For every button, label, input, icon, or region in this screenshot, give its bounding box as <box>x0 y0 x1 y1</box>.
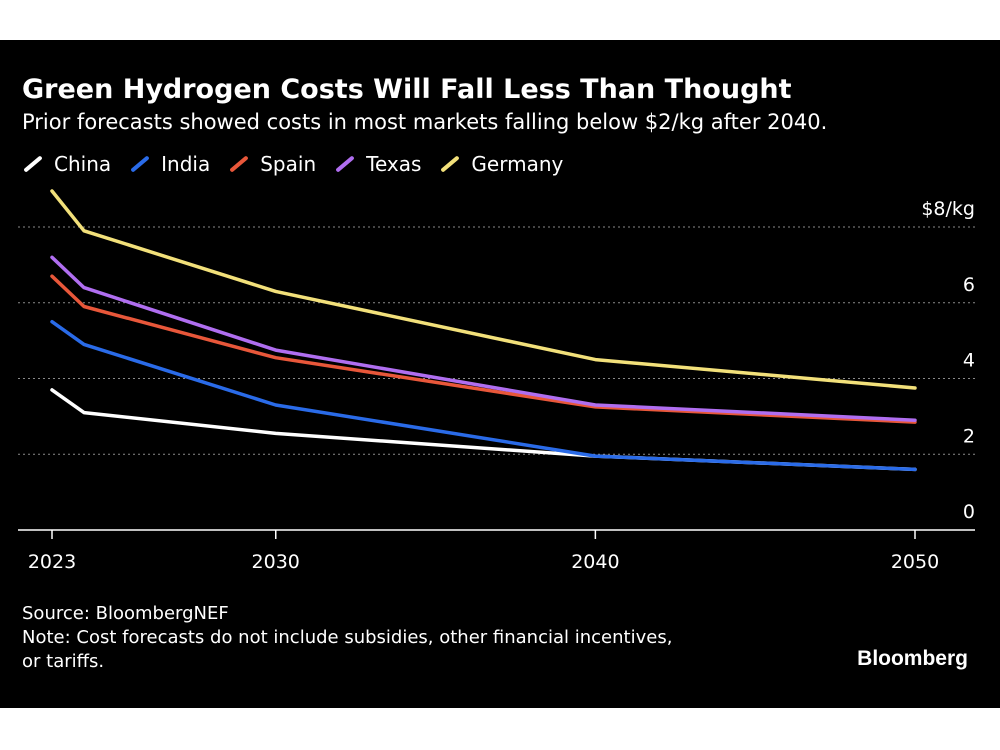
chart-title: Green Hydrogen Costs Will Fall Less Than… <box>22 74 792 105</box>
y-tick-label-2: 2 <box>963 425 975 447</box>
legend-label-germany: Germany <box>471 152 564 176</box>
y-tick-label-6: 6 <box>963 274 975 296</box>
legend-label-texas: Texas <box>366 152 422 176</box>
legend-item-texas: Texas <box>334 152 421 176</box>
y-tick-label-8: $8/kg <box>921 198 975 220</box>
legend: China India Spain Texas Germany <box>22 152 581 176</box>
legend-item-india: India <box>129 152 210 176</box>
series-line-spain <box>50 274 917 424</box>
legend-item-china: China <box>22 152 111 176</box>
y-tick-label-0: 0 <box>963 501 975 523</box>
y-tick-label-4: 4 <box>963 350 975 372</box>
x-tick-label-2023: 2023 <box>28 551 76 573</box>
x-tick-label-2050: 2050 <box>891 551 939 573</box>
series-line-china <box>50 388 917 472</box>
x-tick-label-2030: 2030 <box>252 551 300 573</box>
line-chart: 0 2 4 6 $8/kg 2023 2030 2040 2050 <box>18 189 975 573</box>
chart-subtitle: Prior forecasts showed costs in most mar… <box>22 110 828 134</box>
source-text: Source: BloombergNEF <box>22 603 229 624</box>
series-line-india <box>50 319 917 472</box>
legend-label-india: India <box>161 152 211 176</box>
legend-label-spain: Spain <box>260 152 317 176</box>
note-text-line-2: or tariffs. <box>22 651 105 672</box>
footer: Source: BloombergNEF Note: Cost forecast… <box>22 602 672 674</box>
legend-item-germany: Germany <box>439 152 563 176</box>
note-text-line-1: Note: Cost forecasts do not include subs… <box>22 627 673 648</box>
series-line-germany <box>50 189 917 390</box>
legend-label-china: China <box>54 152 112 176</box>
x-tick-label-2040: 2040 <box>571 551 619 573</box>
legend-item-spain: Spain <box>228 152 316 176</box>
series-line-texas <box>50 255 917 422</box>
bloomberg-logo: Bloomberg <box>857 647 968 670</box>
chart-panel: Green Hydrogen Costs Will Fall Less Than… <box>0 40 1000 708</box>
